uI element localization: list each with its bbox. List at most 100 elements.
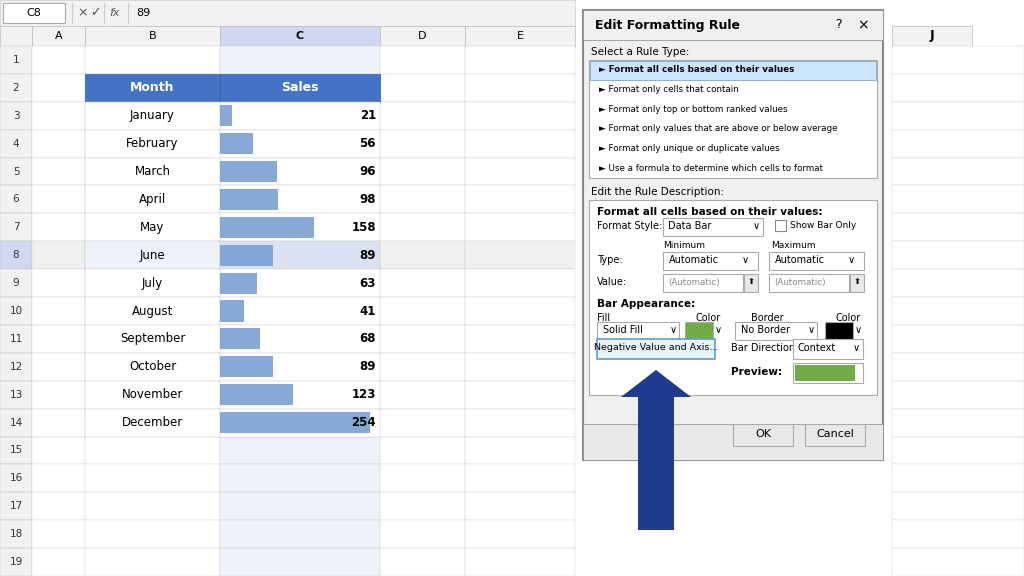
Bar xyxy=(85,130,220,158)
Bar xyxy=(85,74,220,102)
Bar xyxy=(85,520,220,548)
Bar xyxy=(220,133,253,154)
Bar xyxy=(597,339,715,359)
Bar xyxy=(583,10,883,40)
Bar xyxy=(220,102,380,130)
Bar xyxy=(32,241,85,269)
Bar xyxy=(85,297,220,325)
Text: ⬆: ⬆ xyxy=(853,278,860,286)
Bar xyxy=(380,269,465,297)
Text: ► Format only values that are above or below average: ► Format only values that are above or b… xyxy=(599,124,838,133)
Bar xyxy=(589,200,877,395)
Bar xyxy=(85,158,220,185)
Text: 4: 4 xyxy=(12,139,19,149)
Text: 6: 6 xyxy=(12,195,19,204)
Bar xyxy=(0,26,32,46)
Text: August: August xyxy=(132,305,173,317)
Bar xyxy=(85,297,220,325)
Bar xyxy=(892,492,1024,520)
Text: Type:: Type: xyxy=(597,255,623,265)
Text: October: October xyxy=(129,361,176,373)
Text: 7: 7 xyxy=(12,222,19,232)
Text: Sales: Sales xyxy=(282,81,318,94)
Bar xyxy=(892,269,1024,297)
Bar xyxy=(220,74,380,102)
Bar xyxy=(380,102,465,130)
Text: Solid Fill: Solid Fill xyxy=(603,325,643,335)
Bar xyxy=(465,408,575,437)
Bar xyxy=(85,437,220,464)
Bar xyxy=(85,548,220,576)
Bar xyxy=(0,297,32,325)
Bar xyxy=(220,217,313,238)
Bar xyxy=(220,241,380,269)
Text: Color: Color xyxy=(695,313,720,323)
Text: 18: 18 xyxy=(9,529,23,539)
Bar xyxy=(380,353,465,381)
Bar xyxy=(0,520,32,548)
Bar xyxy=(220,158,380,185)
Bar xyxy=(32,74,85,102)
Bar xyxy=(380,74,465,102)
Text: 5: 5 xyxy=(12,166,19,176)
Text: 19: 19 xyxy=(9,557,23,567)
Bar xyxy=(85,269,220,297)
Bar xyxy=(220,297,380,325)
Bar xyxy=(220,46,380,74)
Bar xyxy=(735,322,817,340)
Text: Bar Appearance:: Bar Appearance: xyxy=(597,299,695,309)
Bar xyxy=(220,437,380,464)
Bar xyxy=(892,520,1024,548)
Bar xyxy=(220,185,380,213)
Text: Month: Month xyxy=(130,81,175,94)
Bar xyxy=(892,74,1024,102)
Bar xyxy=(380,408,465,437)
Text: Negative Value and Axis...: Negative Value and Axis... xyxy=(594,343,718,353)
Bar xyxy=(0,0,575,26)
Bar xyxy=(220,245,272,266)
Bar xyxy=(380,213,465,241)
Bar xyxy=(220,213,380,241)
Text: D: D xyxy=(418,31,427,41)
Bar xyxy=(892,158,1024,185)
Text: Cancel: Cancel xyxy=(816,429,854,439)
Text: A: A xyxy=(54,31,62,41)
Bar xyxy=(892,408,1024,437)
Text: 9: 9 xyxy=(12,278,19,288)
Bar xyxy=(0,74,32,102)
Bar xyxy=(590,61,876,79)
Text: B: B xyxy=(148,31,157,41)
Bar xyxy=(220,325,380,353)
Bar xyxy=(220,356,272,377)
Bar xyxy=(465,381,575,408)
Bar xyxy=(465,464,575,492)
Text: 12: 12 xyxy=(9,362,23,372)
Bar xyxy=(3,3,65,23)
Bar xyxy=(380,381,465,408)
Bar xyxy=(380,26,465,46)
Bar xyxy=(220,105,232,126)
Text: Value:: Value: xyxy=(597,277,627,287)
Bar xyxy=(380,185,465,213)
Bar xyxy=(32,353,85,381)
Bar xyxy=(220,185,380,213)
Bar xyxy=(32,548,85,576)
Bar xyxy=(85,74,220,102)
Bar xyxy=(380,241,465,269)
Bar xyxy=(220,161,276,182)
Bar xyxy=(850,274,864,292)
Text: ∨: ∨ xyxy=(848,255,855,265)
Text: 123: 123 xyxy=(351,388,376,401)
Text: 1: 1 xyxy=(12,55,19,65)
Text: 89: 89 xyxy=(359,361,376,373)
Text: December: December xyxy=(122,416,183,429)
Bar xyxy=(32,381,85,408)
Bar xyxy=(85,130,220,158)
Text: November: November xyxy=(122,388,183,401)
Bar xyxy=(892,213,1024,241)
Bar xyxy=(85,102,220,130)
Bar xyxy=(0,269,32,297)
Bar xyxy=(744,274,758,292)
Bar xyxy=(32,464,85,492)
Bar xyxy=(638,394,674,530)
